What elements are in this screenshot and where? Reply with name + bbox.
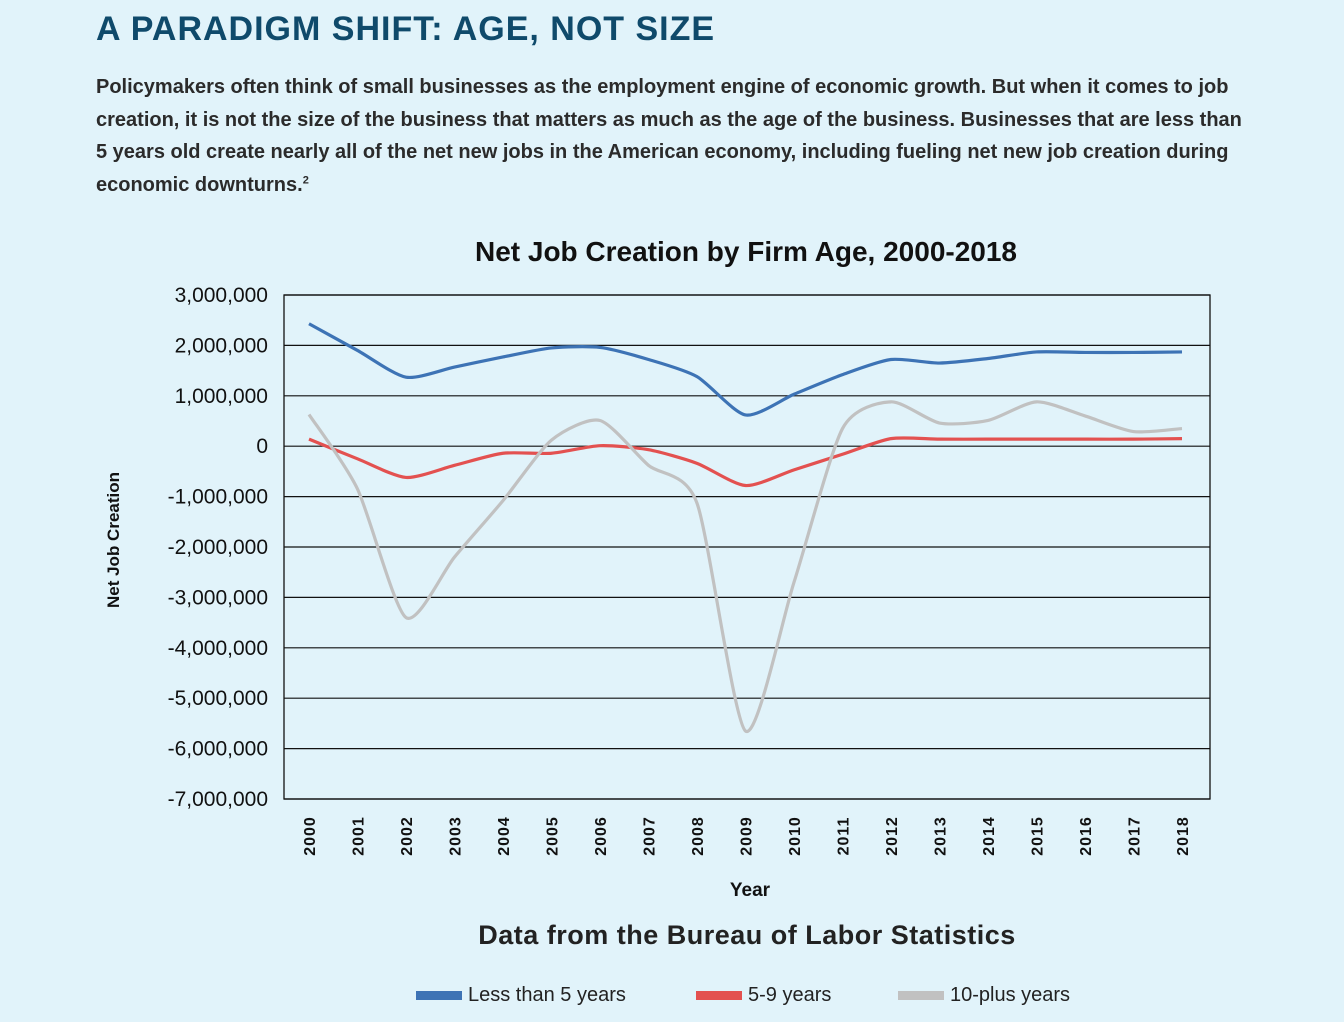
x-tick-label: 2006: [593, 816, 610, 856]
legend-item-less-than-5: Less than 5 years: [416, 984, 626, 1007]
footnote-marker: 2: [302, 173, 309, 186]
y-tick-label: 1,000,000: [175, 385, 268, 408]
legend-label: 10-plus years: [950, 984, 1071, 1006]
legend-item-5-9: 5-9 years: [696, 984, 831, 1007]
series-line: [308, 436, 1183, 488]
y-tick-labels: 3,000,000 2,000,000 1,000,000 0 -1,000,000 -2…: [168, 284, 268, 811]
plot-frame: [283, 294, 1211, 800]
x-tick-label: 2000: [302, 816, 319, 856]
x-tick-label: 2005: [545, 816, 562, 856]
x-tick-label: 2011: [836, 817, 853, 856]
chart-title: Net Job Creation by Firm Age, 2000-2018: [475, 236, 1017, 267]
x-tick-label: 2008: [690, 816, 707, 856]
x-tick-label: 2017: [1127, 816, 1144, 856]
x-tick-label: 2013: [933, 816, 950, 856]
x-tick-label: 2001: [351, 816, 368, 856]
x-tick-label: 2016: [1078, 816, 1095, 856]
y-tick-label: -6,000,000: [168, 738, 268, 761]
x-tick-label: 2002: [399, 816, 416, 856]
x-tick-label: 2018: [1175, 816, 1192, 856]
x-tick-label: 2010: [787, 816, 804, 856]
y-tick-label: -4,000,000: [168, 637, 268, 660]
source-note: Data from the Bureau of Labor Statistics: [478, 920, 1016, 950]
series-line: [308, 322, 1183, 417]
legend-label: Less than 5 years: [468, 984, 626, 1006]
chart: Net Job Creation by Firm Age, 2000-2018 …: [104, 236, 1211, 901]
intro-text: Policymakers often think of small busine…: [96, 76, 1242, 196]
x-tick-label: 2009: [739, 816, 756, 856]
legend-swatch: [696, 991, 742, 1000]
y-tick-label: -1,000,000: [168, 486, 268, 509]
grid-lines: [284, 294, 1210, 800]
x-tick-labels: 2000 2001 2002 2003 2004 2005 2006 2007 2008 2009…: [302, 816, 1192, 856]
y-tick-label: -3,000,000: [168, 586, 268, 609]
y-tick-label: 3,000,000: [175, 284, 268, 307]
legend-item-10-plus: 10-plus years: [898, 984, 1070, 1007]
x-tick-label: 2015: [1030, 816, 1047, 856]
x-tick-label: 2004: [496, 816, 513, 856]
x-tick-label: 2003: [448, 816, 465, 856]
x-tick-label: 2014: [981, 816, 998, 856]
x-axis-label: Year: [730, 880, 771, 901]
legend: Less than 5 years 5-9 years 10-plus year…: [0, 984, 1344, 1012]
y-tick-label: -5,000,000: [168, 687, 268, 710]
series-lines: [307, 322, 1183, 733]
legend-label: 5-9 years: [748, 984, 832, 1006]
legend-swatch: [416, 991, 462, 1000]
y-axis-label: Net Job Creation: [104, 472, 123, 608]
legend-swatch: [898, 991, 944, 1000]
y-tick-label: -2,000,000: [168, 536, 268, 559]
y-tick-label: -7,000,000: [168, 788, 268, 811]
series-line: [307, 400, 1183, 733]
intro-paragraph: Policymakers often think of small busine…: [96, 71, 1246, 201]
y-tick-label: 2,000,000: [175, 334, 268, 357]
x-tick-label: 2007: [642, 816, 659, 856]
x-tick-label: 2012: [884, 816, 901, 856]
page-title: A PARADIGM SHIFT: AGE, NOT SIZE: [96, 10, 716, 48]
y-tick-label: 0: [256, 435, 268, 458]
